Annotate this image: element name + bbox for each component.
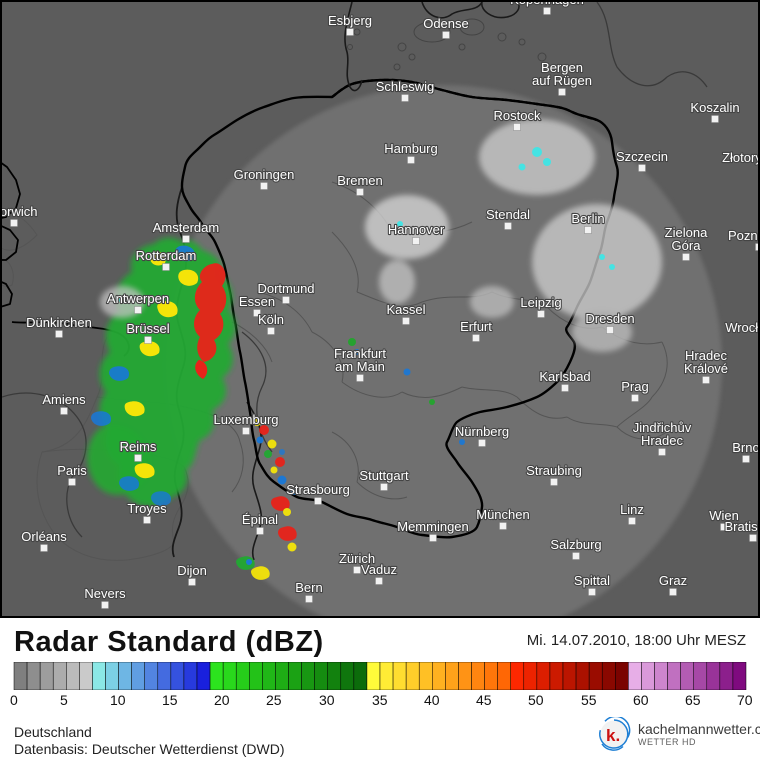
svg-text:Straubing: Straubing <box>526 463 582 478</box>
svg-text:Bremen: Bremen <box>337 173 383 188</box>
svg-text:Dresden: Dresden <box>585 311 634 326</box>
svg-text:auf Rügen: auf Rügen <box>532 73 592 88</box>
svg-text:Rostock: Rostock <box>494 108 541 123</box>
svg-text:Memmingen: Memmingen <box>397 519 469 534</box>
svg-text:Amiens: Amiens <box>42 392 86 407</box>
svg-text:Szczecin: Szczecin <box>616 149 668 164</box>
svg-text:Esbjerg: Esbjerg <box>328 13 372 28</box>
svg-text:Hamburg: Hamburg <box>384 141 437 156</box>
svg-text:Dijon: Dijon <box>177 563 207 578</box>
svg-text:Stendal: Stendal <box>486 207 530 222</box>
svg-text:Prag: Prag <box>621 379 648 394</box>
svg-text:am Main: am Main <box>335 359 385 374</box>
svg-text:Dünkirchen: Dünkirchen <box>26 315 92 330</box>
svg-text:Hannover: Hannover <box>388 222 445 237</box>
svg-text:Strasbourg: Strasbourg <box>286 482 350 497</box>
svg-text:Odense: Odense <box>423 16 469 31</box>
svg-text:Épinal: Épinal <box>242 512 278 527</box>
svg-text:Bern: Bern <box>295 580 322 595</box>
svg-text:Amsterdam: Amsterdam <box>153 220 219 235</box>
svg-text:Bratislava: Bratislava <box>724 519 760 534</box>
svg-text:Králové: Králové <box>684 361 728 376</box>
svg-text:Luxemburg: Luxemburg <box>213 412 278 427</box>
svg-text:Vaduz: Vaduz <box>361 562 397 577</box>
svg-text:Spittal: Spittal <box>574 573 610 588</box>
svg-text:Antwerpen: Antwerpen <box>107 291 169 306</box>
svg-text:Góra: Góra <box>672 238 702 253</box>
svg-text:Schleswig: Schleswig <box>376 79 435 94</box>
svg-text:Groningen: Groningen <box>234 167 295 182</box>
svg-text:Brüssel: Brüssel <box>126 321 169 336</box>
svg-text:Wrocław: Wrocław <box>725 320 760 335</box>
svg-text:Erfurt: Erfurt <box>460 319 492 334</box>
svg-text:Paris: Paris <box>57 463 87 478</box>
svg-text:Poznań: Poznań <box>728 228 760 243</box>
svg-text:München: München <box>476 507 529 522</box>
svg-text:Leipzig: Leipzig <box>520 295 561 310</box>
svg-text:Kassel: Kassel <box>386 302 425 317</box>
svg-text:Brno: Brno <box>732 440 759 455</box>
svg-text:k.: k. <box>606 726 620 745</box>
svg-text:Orléans: Orléans <box>21 529 67 544</box>
svg-text:Nevers: Nevers <box>84 586 126 601</box>
svg-text:Hradec: Hradec <box>641 433 683 448</box>
svg-text:Essen: Essen <box>239 294 275 309</box>
svg-text:Kopenhagen: Kopenhagen <box>510 2 584 7</box>
svg-text:Graz: Graz <box>659 573 687 588</box>
svg-text:Salzburg: Salzburg <box>550 537 601 552</box>
svg-text:Köln: Köln <box>258 312 284 327</box>
svg-text:Karlsbad: Karlsbad <box>539 369 590 384</box>
svg-text:Troyes: Troyes <box>127 501 167 516</box>
svg-text:Rotterdam: Rotterdam <box>136 248 197 263</box>
svg-text:Stuttgart: Stuttgart <box>359 468 409 483</box>
svg-text:Norwich: Norwich <box>2 204 37 219</box>
svg-text:Nürnberg: Nürnberg <box>455 424 509 439</box>
svg-text:Berlin: Berlin <box>571 211 604 226</box>
svg-text:Linz: Linz <box>620 502 644 517</box>
svg-text:Koszalin: Koszalin <box>690 100 739 115</box>
svg-text:Reims: Reims <box>120 439 157 454</box>
svg-text:Złotoryja: Złotoryja <box>722 150 760 165</box>
